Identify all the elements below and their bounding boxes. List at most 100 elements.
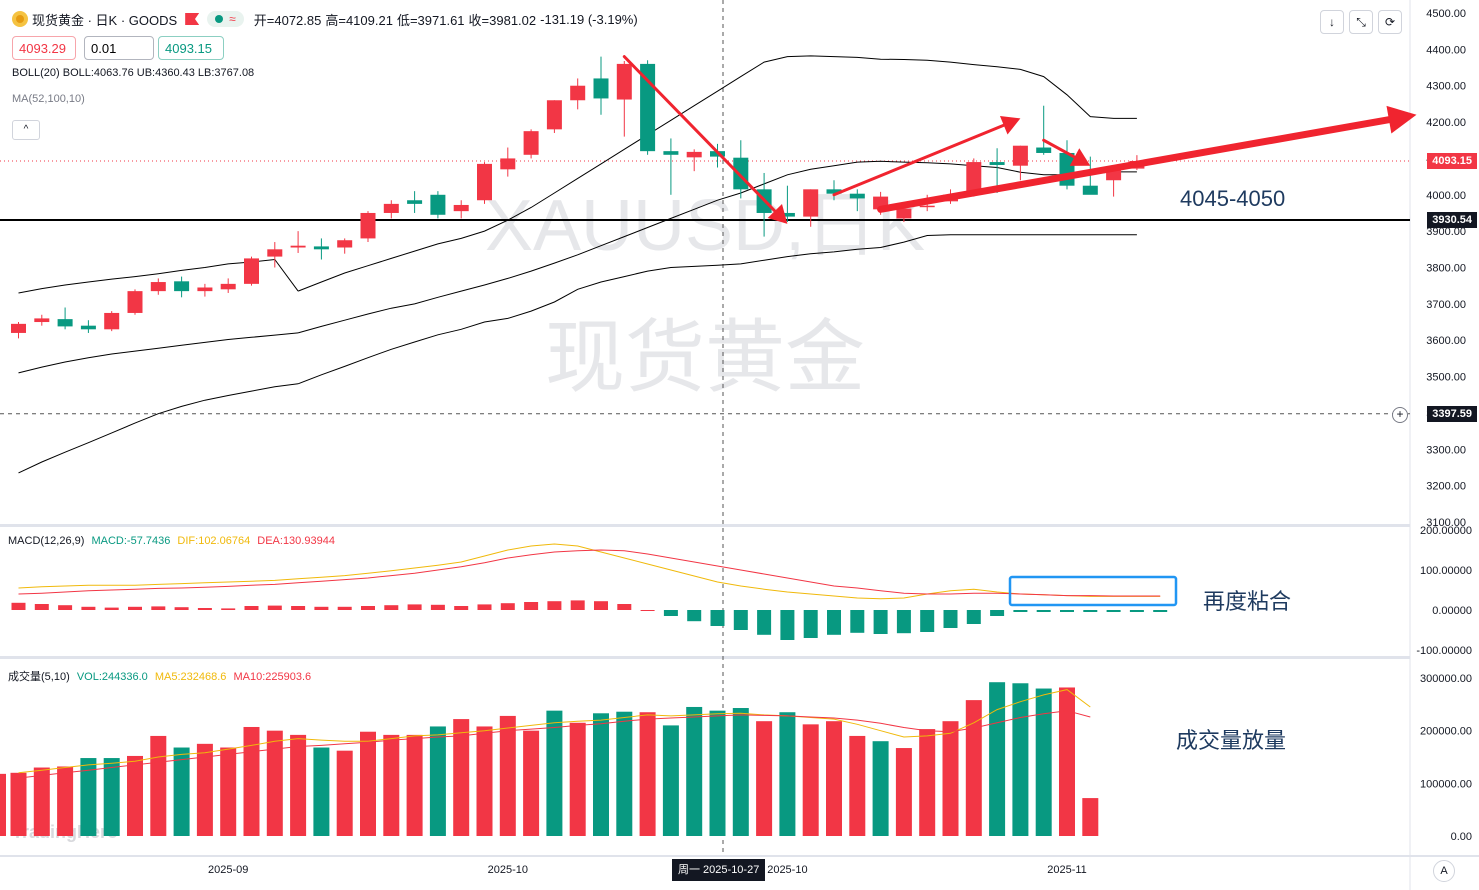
candle-body bbox=[360, 212, 376, 239]
market-status-pill[interactable]: ≈ bbox=[207, 11, 244, 27]
trend-arrow-line bbox=[877, 116, 1393, 213]
price-axis-tick: 4500.00 bbox=[1426, 8, 1466, 20]
volume-axis-tick: 300000.00 bbox=[1420, 673, 1472, 685]
dif-value: DIF:102.06764 bbox=[177, 535, 251, 547]
collapse-legend-button[interactable]: ^ bbox=[12, 120, 40, 140]
price-axis-tick: 3300.00 bbox=[1426, 444, 1466, 456]
hline-price-tag[interactable]: 3930.54 bbox=[1427, 212, 1477, 228]
macd-histogram-bar bbox=[34, 604, 49, 610]
volume-ma5-line bbox=[18, 689, 1091, 774]
spread-box[interactable]: 0.01 bbox=[84, 36, 154, 60]
macd-histogram-bar bbox=[733, 610, 748, 630]
candle-body bbox=[803, 189, 819, 217]
trend-arrow-head bbox=[1386, 105, 1417, 134]
price-axis-tick: 3500.00 bbox=[1426, 372, 1466, 384]
macd-histogram-bar bbox=[221, 608, 236, 610]
candle-body bbox=[383, 203, 399, 213]
date-tick: 2025-10 bbox=[767, 864, 807, 876]
ohlc-low: 低=3971.61 bbox=[396, 12, 465, 28]
buy-price-box[interactable]: 4093.15 bbox=[158, 36, 224, 60]
volume-bar bbox=[499, 715, 516, 836]
candle-body bbox=[733, 157, 749, 190]
ma-legend[interactable]: MA(52,100,10) bbox=[12, 93, 85, 105]
volume-bar bbox=[57, 766, 74, 836]
candle-body bbox=[523, 131, 539, 155]
macd-histogram-bar bbox=[663, 610, 678, 616]
volume-bar bbox=[313, 747, 330, 836]
macd-histogram-bar bbox=[384, 605, 399, 610]
price-axis-tick: 3700.00 bbox=[1426, 299, 1466, 311]
candle-body bbox=[313, 246, 329, 250]
volume-bar bbox=[546, 710, 563, 836]
boll-legend[interactable]: BOLL(20) BOLL:4063.76 UB:4360.43 LB:3767… bbox=[12, 67, 255, 79]
panel-separator-1 bbox=[0, 524, 1410, 527]
volume-axis-tick: 0.00 bbox=[1451, 831, 1472, 843]
boll-lower-line bbox=[297, 234, 1137, 385]
macd-histogram-bar bbox=[966, 610, 981, 624]
ma5-value: MA5:232468.6 bbox=[154, 671, 227, 683]
candle-body bbox=[616, 63, 632, 100]
volume-bar bbox=[989, 682, 1006, 836]
add-alert-icon[interactable]: + bbox=[1392, 407, 1408, 423]
macd-histogram-bar bbox=[291, 606, 306, 610]
macd-histogram-bar bbox=[477, 604, 492, 610]
price-axis-tick: 4200.00 bbox=[1426, 117, 1466, 129]
download-icon[interactable]: ↓ bbox=[1320, 10, 1344, 34]
trend-arrow-head bbox=[767, 204, 788, 224]
volume-bar bbox=[360, 731, 376, 836]
macd-histogram-bar bbox=[1013, 610, 1028, 612]
macd-histogram-bar bbox=[267, 605, 282, 610]
ohlc-open: 开=4072.85 bbox=[253, 12, 322, 28]
volume-bar bbox=[802, 724, 819, 836]
macd-histogram-bar bbox=[1036, 610, 1051, 612]
date-tick: 2025-11 bbox=[1047, 864, 1087, 876]
boll-upper-line bbox=[297, 55, 1137, 292]
candle-body bbox=[267, 249, 283, 257]
macd-histogram-bar bbox=[430, 604, 445, 610]
candle-body bbox=[593, 78, 609, 99]
candle-body bbox=[989, 162, 1005, 165]
volume-bar bbox=[406, 734, 423, 836]
volume-bar bbox=[616, 711, 633, 836]
sell-price-box[interactable]: 4093.29 bbox=[12, 36, 76, 60]
volume-bar bbox=[336, 750, 353, 836]
macd-legend[interactable]: MACD(12,26,9) MACD:-57.7436 DIF:102.0676… bbox=[8, 535, 335, 547]
volume-legend[interactable]: 成交量(5,10) VOL:244336.0 MA5:232468.6 MA10… bbox=[8, 668, 311, 684]
macd-highlight-box bbox=[1008, 575, 1178, 607]
volume-bar bbox=[1082, 798, 1099, 836]
macd-histogram-bar bbox=[11, 602, 26, 610]
refresh-icon[interactable]: ⟳ bbox=[1378, 10, 1402, 34]
auto-scale-button[interactable]: A bbox=[1433, 860, 1455, 882]
macd-histogram-bar bbox=[104, 607, 119, 610]
header-row: 现货黄金 · 日K · GOODS ≈ 开=4072.85 高=4109.21 … bbox=[12, 10, 638, 28]
macd-histogram-bar bbox=[1129, 610, 1144, 612]
candle-body bbox=[663, 151, 679, 155]
macd-histogram-bar bbox=[58, 605, 73, 610]
volume-bar bbox=[220, 747, 237, 836]
boll-lower-line-early bbox=[18, 383, 299, 474]
volume-bar bbox=[196, 743, 213, 836]
volume-bar bbox=[779, 712, 796, 836]
macd-histogram-bar bbox=[197, 608, 212, 610]
volume-bar bbox=[150, 735, 167, 836]
symbol-watermark: XAUUSD,日K bbox=[485, 186, 925, 266]
volume-bar bbox=[942, 721, 959, 836]
candle-body bbox=[150, 282, 166, 292]
candle-body bbox=[127, 291, 143, 313]
volume-bar bbox=[895, 748, 912, 836]
price-axis-tick: 3600.00 bbox=[1426, 335, 1466, 347]
trend-arrow-head bbox=[1069, 148, 1091, 166]
volume-bar bbox=[1059, 687, 1075, 836]
trend-arrow-line bbox=[1042, 138, 1077, 159]
candle-body bbox=[453, 204, 469, 212]
fullscreen-icon[interactable]: ⤡ bbox=[1349, 10, 1373, 34]
symbol-title[interactable]: 现货黄金 · 日K · GOODS bbox=[32, 12, 178, 28]
volume-bar bbox=[476, 726, 493, 836]
volume-bar bbox=[826, 721, 842, 836]
candle-body bbox=[966, 162, 982, 195]
macd-histogram-bar bbox=[896, 610, 911, 634]
cursor-price-tag: 3397.59 bbox=[1427, 406, 1477, 422]
flag-icon[interactable] bbox=[185, 13, 200, 25]
